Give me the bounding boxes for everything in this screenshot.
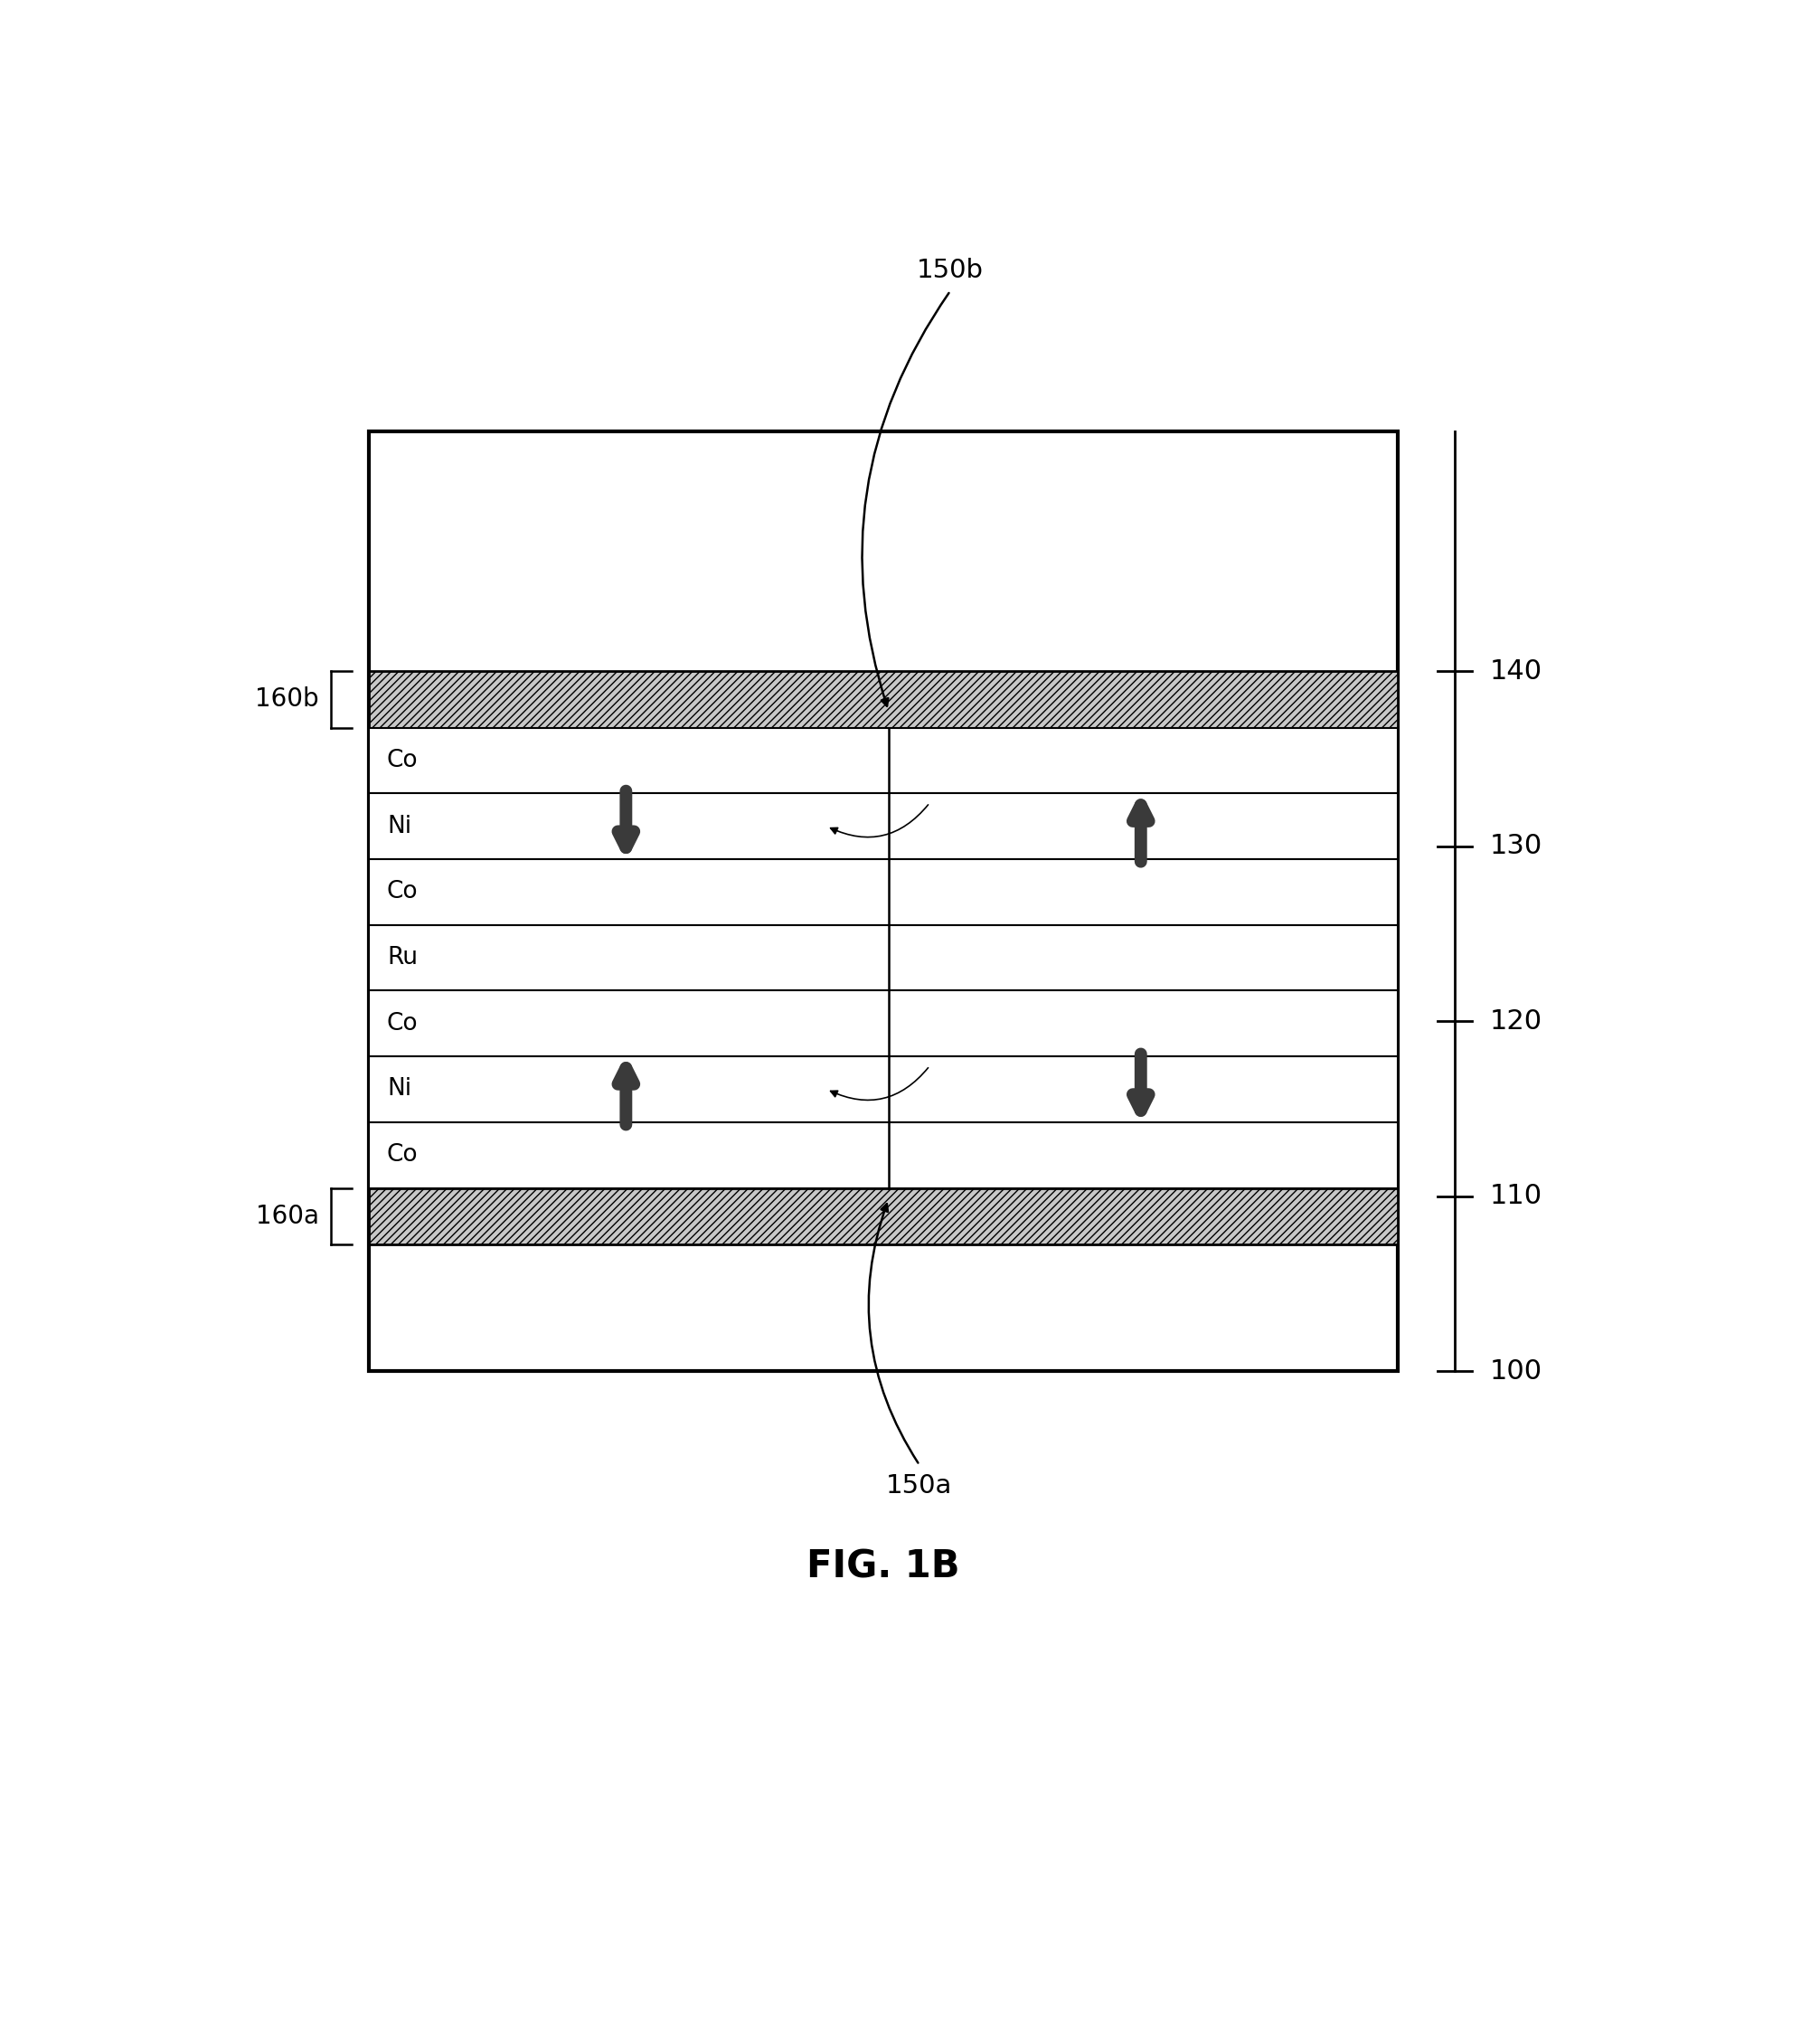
Text: 110: 110	[1491, 1183, 1542, 1210]
Text: Ni: Ni	[388, 815, 411, 838]
Bar	[368, 1122, 1398, 1187]
Text: 160b: 160b	[255, 687, 318, 712]
Text: Co: Co	[388, 748, 419, 773]
Bar	[368, 431, 1398, 1370]
Bar	[368, 728, 1398, 793]
Text: 140: 140	[1491, 659, 1542, 685]
Text: 150a: 150a	[886, 1472, 952, 1498]
Text: 150b: 150b	[917, 258, 985, 283]
Bar	[368, 671, 1398, 728]
Bar	[368, 1057, 1398, 1122]
Bar	[368, 860, 1398, 925]
Text: Ni: Ni	[388, 1077, 411, 1102]
Text: 160a: 160a	[257, 1204, 318, 1228]
Text: Co: Co	[388, 1143, 419, 1167]
Text: 130: 130	[1491, 834, 1543, 860]
Bar	[368, 793, 1398, 860]
Text: 100: 100	[1491, 1358, 1542, 1384]
Bar	[368, 1187, 1398, 1244]
Text: Co: Co	[388, 880, 419, 905]
Text: Ru: Ru	[388, 945, 417, 970]
Bar	[368, 990, 1398, 1057]
Text: Co: Co	[388, 1012, 419, 1035]
Text: 120: 120	[1491, 1008, 1542, 1035]
Bar	[368, 925, 1398, 990]
Text: FIG. 1B: FIG. 1B	[806, 1547, 959, 1586]
